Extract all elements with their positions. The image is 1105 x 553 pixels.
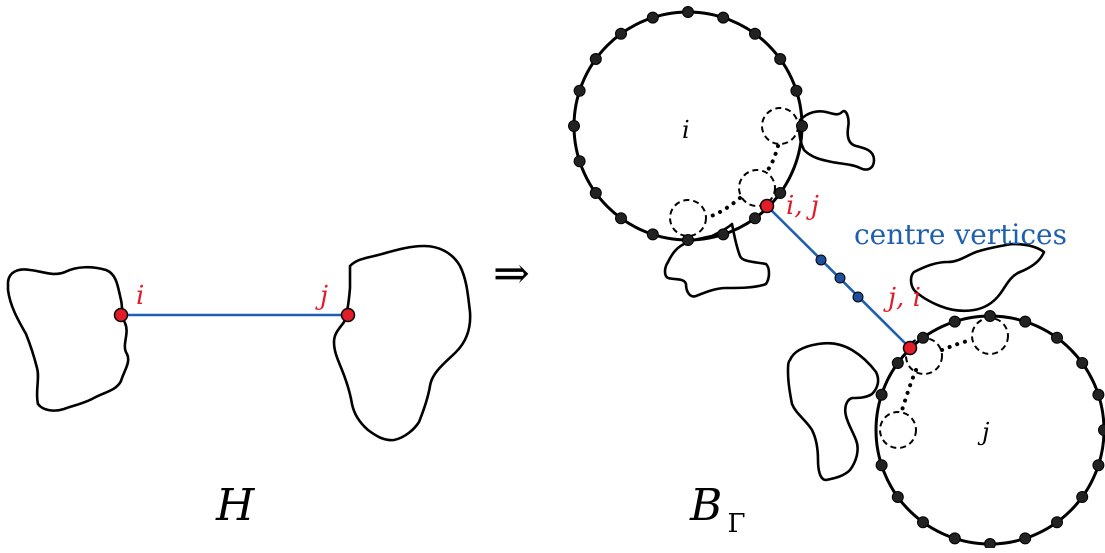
circle-j-boundary-vertex <box>1093 460 1104 471</box>
circle-i-boundary-vertex <box>750 213 761 224</box>
centre-vertices-label: centre vertices <box>854 218 1067 251</box>
circle-i-boundary-vertex <box>718 12 729 23</box>
circle-j-boundary-vertex <box>985 311 996 322</box>
left-graph: i j H <box>8 246 470 531</box>
circle-j-boundary-vertex <box>918 332 929 343</box>
circle-i-boundary-vertex <box>683 235 694 246</box>
circle-i-boundary-vertex <box>590 54 601 65</box>
dashed-circle-i-3 <box>670 200 706 236</box>
dashed-circle-i-1 <box>762 108 798 144</box>
circle-j-boundary-vertex <box>876 389 887 400</box>
dotted-path-i-1 <box>766 146 778 172</box>
circle-j-boundary-vertex <box>876 460 887 471</box>
circle-j-label: j <box>977 418 990 446</box>
blob-i <box>8 267 128 410</box>
pair-ij-label: i, j <box>786 191 819 221</box>
dashed-circle-j-3 <box>880 412 916 448</box>
blob-right-3 <box>911 244 1044 311</box>
circle-i-boundary-vertex <box>574 156 585 167</box>
dotted-path-j-1 <box>942 340 972 350</box>
circle-j-boundary-vertex <box>1020 316 1031 327</box>
graph-h-label: H <box>215 480 256 531</box>
circle-i-boundary-vertex <box>775 54 786 65</box>
circle-i-label: i <box>682 116 690 144</box>
circle-i-boundary-vertex <box>797 121 808 132</box>
dashed-circle-j-2 <box>972 318 1008 354</box>
circle-j-boundary-vertex <box>1052 517 1063 528</box>
circle-j-boundary-vertex <box>1093 389 1104 400</box>
circle-i-boundary-vertex <box>750 28 761 39</box>
right-graph: i j i, j j, i centre vertices B Γ <box>569 7 1105 549</box>
circle-i-boundary-vertex <box>574 85 585 96</box>
dotted-path-i-2 <box>706 198 740 218</box>
circle-j-boundary-vertex <box>1052 332 1063 343</box>
circle-i-boundary-vertex <box>683 7 694 18</box>
circle-j-boundary-vertex <box>949 533 960 544</box>
vertex-ij <box>761 200 774 213</box>
implies-arrow: ⇒ <box>493 248 530 299</box>
circle-j-boundary-vertex <box>892 358 903 369</box>
blob-j <box>334 246 470 440</box>
centre-vertex-3 <box>853 292 863 302</box>
circle-j-boundary-vertex <box>1099 425 1105 436</box>
circle-i-boundary-vertex <box>647 12 658 23</box>
circle-j-boundary-vertex <box>892 492 903 503</box>
vertex-j <box>342 309 355 322</box>
circle-j-boundary-vertex <box>1077 358 1088 369</box>
circle-i-boundary-vertex <box>616 28 627 39</box>
circle-j-boundary-vertex <box>1020 533 1031 544</box>
pair-ji-label: j, i <box>883 283 921 313</box>
graph-b-gamma-label: B Γ <box>689 480 745 539</box>
circle-i-boundary-vertex <box>775 188 786 199</box>
circle-i-boundary-vertex <box>791 85 802 96</box>
vertex-j-label: j <box>315 281 328 311</box>
vertex-i-label: i <box>136 281 144 311</box>
circle-i-boundary-vertex <box>590 188 601 199</box>
centre-vertex-1 <box>816 255 826 265</box>
b-gamma-main: B <box>689 480 722 531</box>
vertex-ji <box>904 342 917 355</box>
circle-j-boundary-vertex <box>949 316 960 327</box>
vertex-i <box>115 309 128 322</box>
circle-i-boundary-vertex <box>569 121 580 132</box>
circle-j-boundary-vertex <box>985 539 996 549</box>
circle-i-boundary-vertex <box>647 229 658 240</box>
blob-right-1 <box>799 111 874 169</box>
b-gamma-sub: Γ <box>727 509 745 539</box>
blob-right-4 <box>788 343 878 480</box>
circle-j-boundary-vertex <box>1077 492 1088 503</box>
circle-i-boundary-vertex <box>718 229 729 240</box>
dotted-path-j-2 <box>902 370 916 410</box>
centre-vertex-2 <box>835 273 845 283</box>
circle-i-boundary-vertex <box>616 213 627 224</box>
circle-j-boundary-vertex <box>918 517 929 528</box>
